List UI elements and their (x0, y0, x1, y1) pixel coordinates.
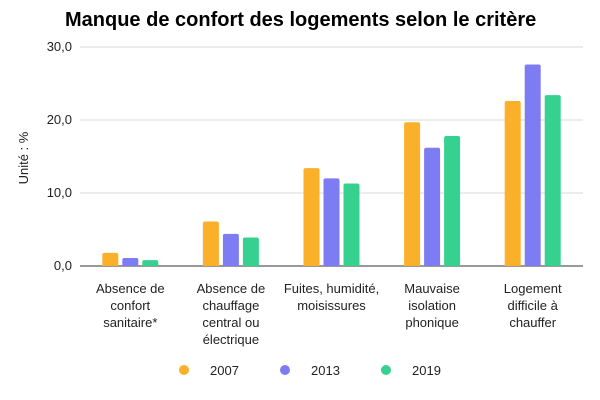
y-axis-title: Unité : % (16, 131, 31, 184)
legend-label: 2013 (311, 363, 340, 378)
y-tick-label: 20,0 (47, 112, 72, 127)
bar-2013-3 (323, 178, 340, 266)
bar-2019-2 (242, 237, 259, 266)
legend[interactable]: 2007 2013 2019 (179, 363, 441, 378)
bar-2007-3 (303, 168, 320, 266)
legend-item-2019[interactable]: 2019 (381, 363, 441, 378)
bar-2007-1 (102, 252, 119, 266)
category-labels: Absence de confort sanitaire* Absence de cha… (96, 281, 562, 347)
bar-2013-1 (122, 257, 139, 266)
bar-2007-2 (202, 221, 219, 266)
bar-2019-4 (444, 136, 461, 266)
y-tick-label: 0,0 (54, 258, 72, 273)
x-category-label: Absence de chauffage central ou électrique (197, 281, 266, 347)
x-category-label: Logement difficile à chauffer (504, 281, 562, 330)
bar-2019-5 (544, 95, 561, 267)
bar-2019-3 (343, 183, 360, 266)
legend-item-2013[interactable]: 2013 (280, 363, 340, 378)
y-tick-label: 30,0 (47, 39, 72, 54)
legend-label: 2007 (210, 363, 239, 378)
x-category-label: Fuites, humidité, moisissures (284, 281, 379, 313)
chart-title: Manque de confort des logements selon le… (65, 9, 536, 31)
y-tick-label: 10,0 (47, 185, 72, 200)
legend-label: 2019 (412, 363, 441, 378)
bar-2013-4 (424, 147, 441, 266)
x-category-label: Absence de confort sanitaire* (96, 281, 165, 330)
x-category-label: Mauvaise isolation phonique (404, 281, 460, 330)
bar-2013-5 (524, 64, 541, 267)
legend-item-2007[interactable]: 2007 (179, 363, 239, 378)
y-axis-ticks: 0,0 10,0 20,0 30,0 (47, 39, 72, 273)
legend-marker (179, 365, 189, 375)
bar-2013-2 (222, 233, 239, 266)
bar-2007-4 (404, 122, 421, 266)
legend-marker (381, 365, 391, 375)
legend-marker (280, 365, 290, 375)
bar-2019-1 (142, 260, 159, 266)
bar-2007-5 (504, 101, 521, 267)
bars (102, 64, 561, 267)
